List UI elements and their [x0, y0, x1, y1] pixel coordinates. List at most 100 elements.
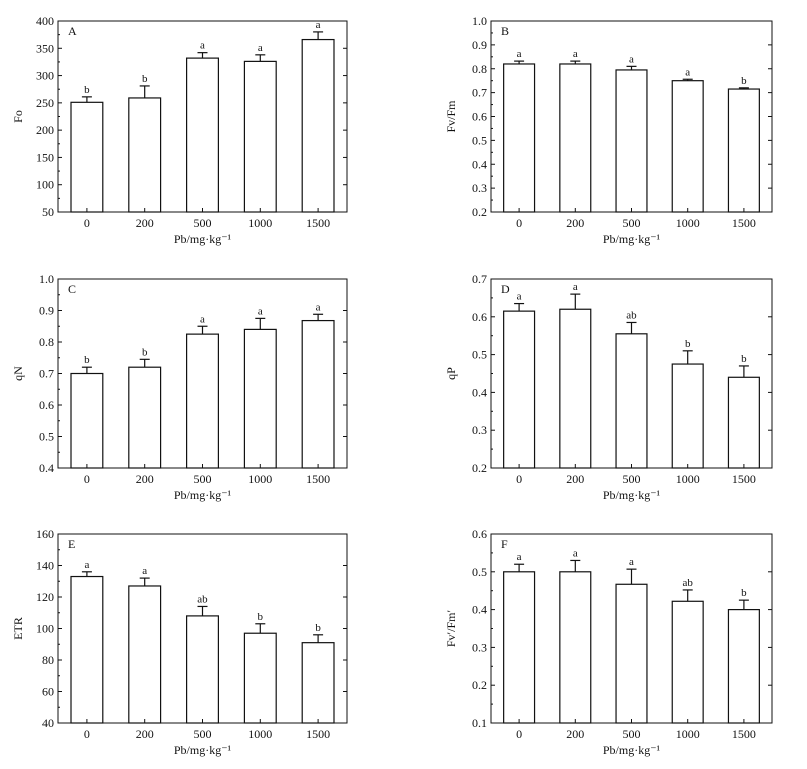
y-tick-label: 400 — [36, 14, 54, 28]
y-tick-label: 0.6 — [39, 398, 54, 412]
y-tick-label: 0.9 — [472, 38, 487, 52]
y-tick-label: 0.6 — [472, 110, 487, 124]
y-tick-label: 0.2 — [472, 461, 487, 475]
significance-label: a — [258, 42, 263, 54]
y-tick-label: 0.7 — [472, 86, 487, 100]
significance-label: b — [258, 611, 264, 623]
y-tick-label: 0.4 — [472, 385, 487, 399]
x-tick-label: 500 — [623, 472, 641, 486]
x-tick-label: 1500 — [306, 216, 330, 230]
y-tick-label: 0.7 — [472, 272, 487, 286]
x-tick-label: 200 — [136, 727, 154, 741]
significance-label: a — [258, 305, 263, 317]
panel-letter: F — [501, 537, 508, 551]
y-tick-label: 300 — [36, 69, 54, 83]
x-tick-label: 1000 — [248, 472, 272, 486]
bar — [671, 80, 704, 213]
y-tick-label: 250 — [36, 96, 54, 110]
bar — [243, 60, 277, 213]
significance-label: ab — [626, 309, 637, 321]
significance-label: a — [316, 19, 321, 31]
y-tick-label: 0.6 — [472, 527, 487, 541]
bar — [301, 38, 335, 213]
significance-label: a — [573, 281, 578, 293]
significance-label: a — [685, 66, 690, 78]
y-tick-label: 0.2 — [472, 678, 487, 692]
panel-letter: D — [501, 282, 510, 296]
bar — [128, 585, 162, 724]
significance-label: a — [142, 565, 147, 577]
y-tick-label: 350 — [36, 41, 54, 55]
bar — [559, 308, 592, 469]
significance-label: a — [573, 547, 578, 559]
x-tick-label: 500 — [623, 216, 641, 230]
y-tick-label: 0.7 — [39, 367, 54, 381]
y-tick-label: 60 — [42, 685, 54, 699]
significance-label: a — [316, 301, 321, 313]
x-tick-label: 1500 — [306, 727, 330, 741]
y-tick-label: 0.1 — [472, 716, 487, 730]
x-tick-label: 500 — [194, 216, 212, 230]
y-tick-label: 1.0 — [472, 14, 487, 28]
x-tick-label: 0 — [84, 216, 90, 230]
y-tick-label: 0.4 — [39, 461, 54, 475]
bar — [186, 57, 219, 213]
x-tick-label: 500 — [194, 727, 212, 741]
x-tick-label: 1000 — [248, 216, 272, 230]
x-axis-title: Pb/mg·kg⁻¹ — [603, 232, 661, 246]
x-tick-label: 200 — [136, 472, 154, 486]
y-tick-label: 0.5 — [472, 565, 487, 579]
bar — [243, 328, 277, 469]
panel-e: 40 60 80 100 120 140 160 a 0 a 200 ab 500 b 1000 b 1500 E… — [11, 527, 348, 757]
y-axis-title: qP — [444, 367, 458, 380]
panel-b: 0.2 0.3 0.4 0.5 0.6 0.7 0.8 0.9 1.0 a 0 a 200 a 500 a 10… — [444, 14, 773, 246]
significance-label: b — [741, 75, 747, 87]
significance-label: a — [517, 551, 522, 563]
x-tick-label: 0 — [84, 727, 90, 741]
x-tick-label: 0 — [516, 216, 522, 230]
significance-label: a — [629, 53, 634, 65]
bar — [503, 571, 536, 724]
y-tick-label: 0.4 — [472, 157, 487, 171]
y-tick-label: 0.5 — [472, 133, 487, 147]
bar — [243, 632, 277, 724]
significance-label: b — [741, 353, 747, 365]
panel-letter: B — [501, 24, 509, 38]
bar — [128, 366, 162, 469]
x-tick-label: 500 — [623, 727, 641, 741]
bar — [503, 63, 536, 213]
significance-label: b — [142, 73, 148, 85]
y-tick-label: 100 — [36, 622, 54, 636]
bar — [615, 69, 648, 213]
significance-label: b — [84, 354, 90, 366]
bar — [70, 101, 104, 213]
y-axis-title: Fv′/Fm′ — [444, 609, 458, 647]
y-tick-label: 80 — [42, 653, 54, 667]
y-tick-label: 100 — [36, 178, 54, 192]
y-tick-label: 40 — [42, 716, 54, 730]
bar — [727, 376, 760, 469]
x-tick-label: 1000 — [676, 727, 700, 741]
x-tick-label: 200 — [566, 216, 584, 230]
significance-label: b — [142, 346, 148, 358]
x-tick-label: 200 — [566, 727, 584, 741]
y-tick-label: 0.3 — [472, 181, 487, 195]
y-tick-label: 0.5 — [472, 348, 487, 362]
significance-label: a — [573, 48, 578, 60]
y-tick-label: 0.6 — [472, 310, 487, 324]
panel-letter: E — [68, 537, 75, 551]
bar — [671, 600, 704, 724]
y-tick-label: 0.8 — [472, 62, 487, 76]
y-tick-label: 120 — [36, 590, 54, 604]
significance-label: b — [315, 622, 321, 634]
y-axis-title: Fo — [11, 110, 25, 123]
y-axis-title: qN — [11, 366, 25, 381]
panel-d: 0.2 0.3 0.4 0.5 0.6 0.7 a 0 a 200 ab 500 b 1000 b 1500 D… — [444, 272, 773, 502]
significance-label: a — [200, 40, 205, 52]
x-axis-title: Pb/mg·kg⁻¹ — [603, 488, 661, 502]
y-tick-label: 1.0 — [39, 272, 54, 286]
y-tick-label: 160 — [36, 527, 54, 541]
bar — [301, 319, 335, 469]
